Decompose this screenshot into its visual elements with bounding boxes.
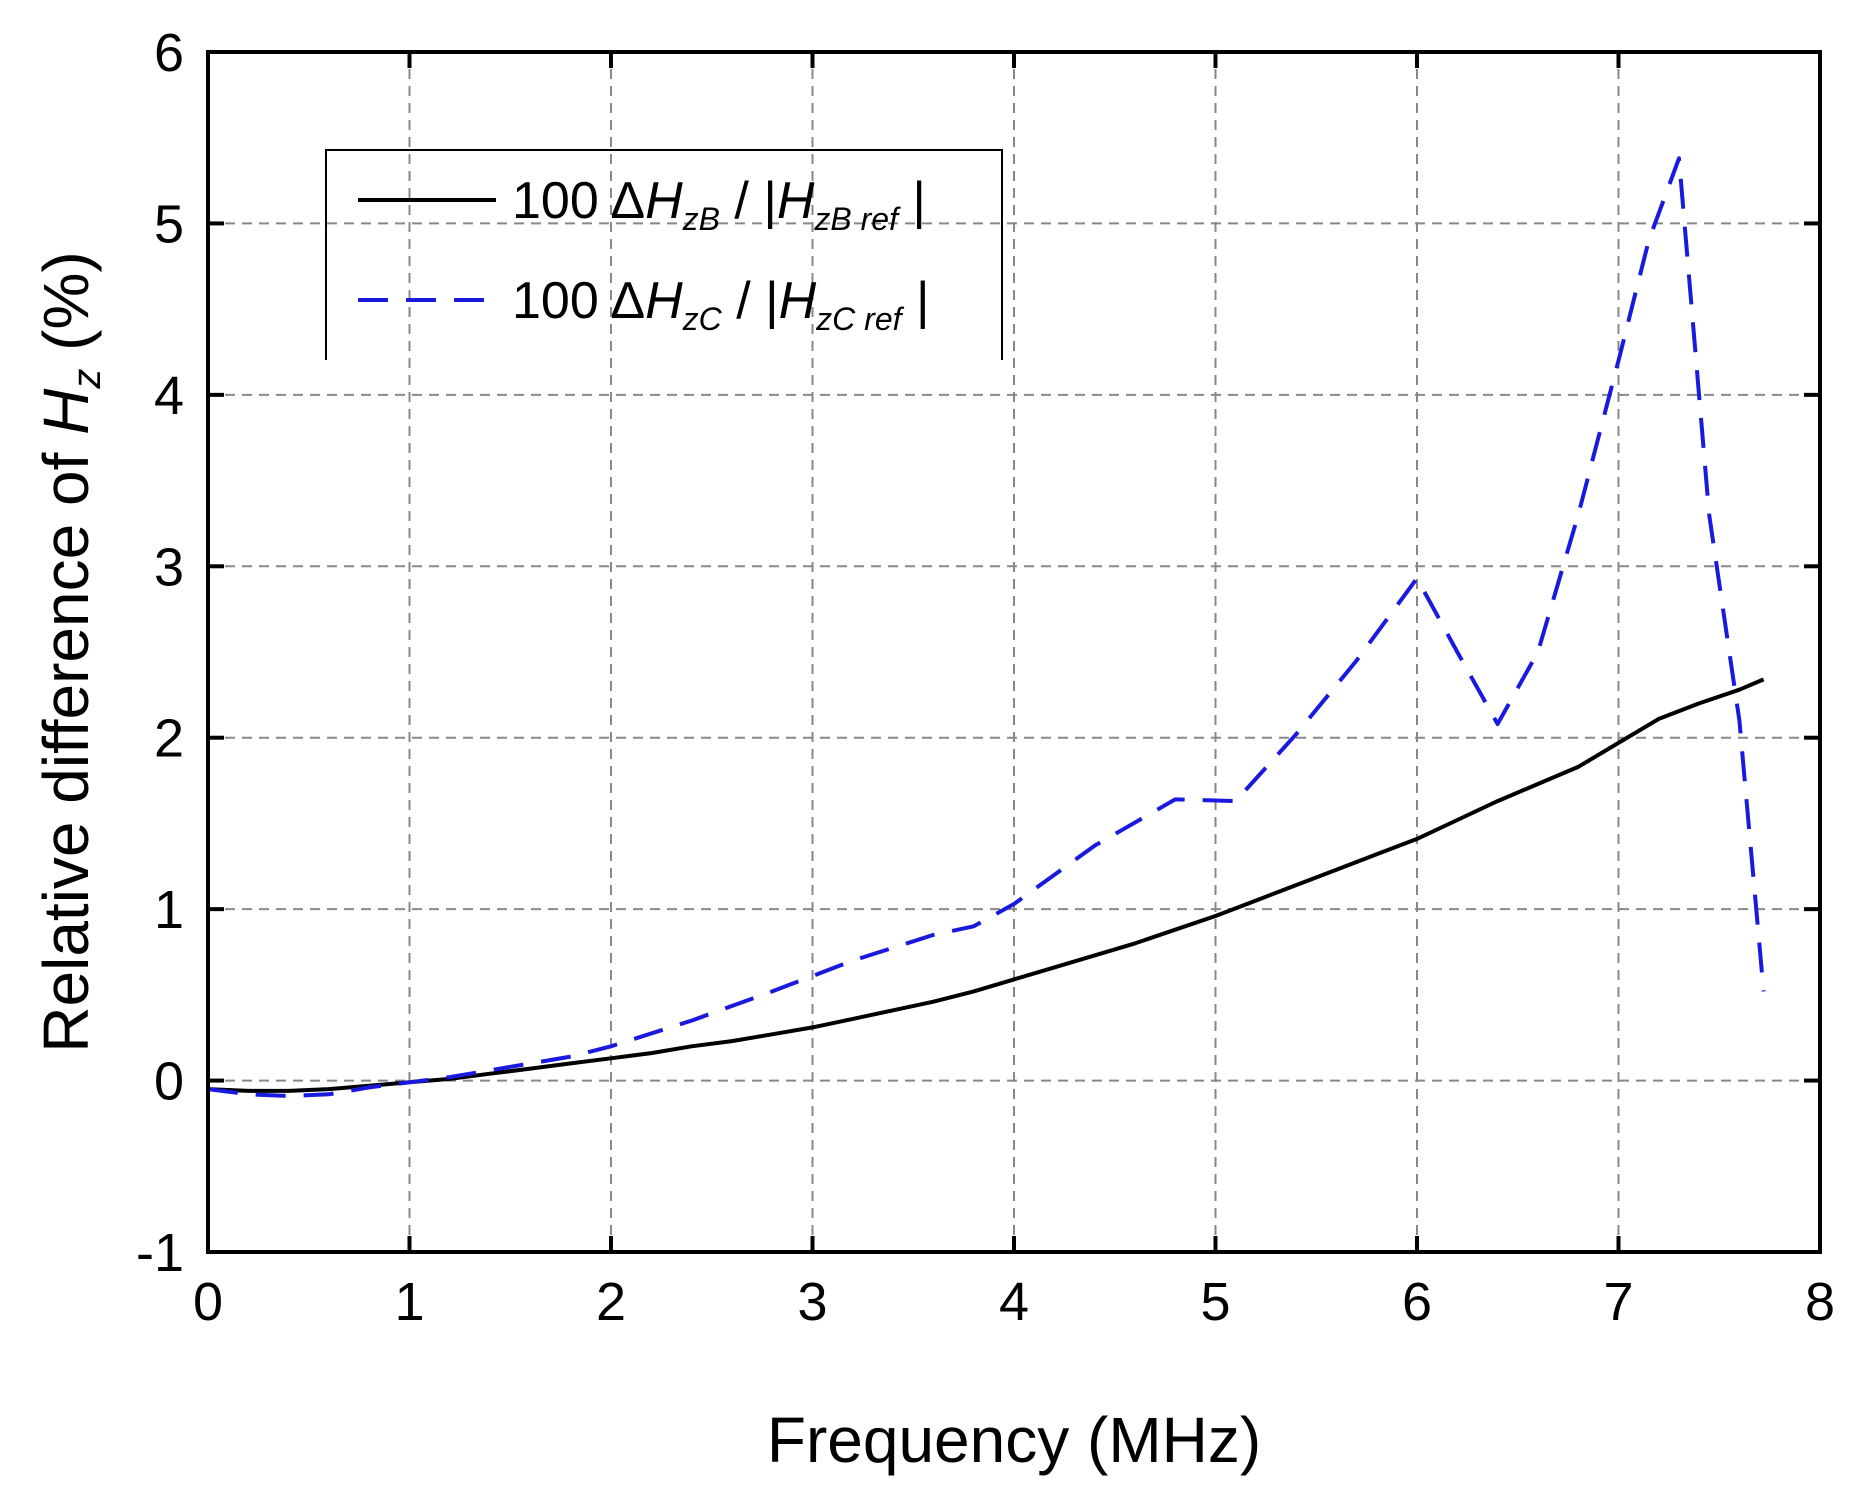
- series-lines: [207, 156, 1766, 1098]
- y-tick-label: 1: [154, 880, 184, 940]
- grid-lines: [208, 52, 1820, 1252]
- y-axis-title: Relative difference of Hz (%): [30, 251, 109, 1052]
- y-tick-label: 3: [154, 537, 184, 597]
- x-axis-title: Frequency (MHz): [767, 1404, 1261, 1476]
- x-tick-label: 6: [1402, 1272, 1432, 1332]
- x-tick-label: 2: [596, 1272, 626, 1332]
- y-axis-title-sub: z: [65, 369, 109, 390]
- y-tick-label: -1: [136, 1223, 184, 1283]
- y-tick-label: 4: [154, 366, 184, 426]
- legend-entry-series-b: 100 ΔHzB / |HzB ref |: [512, 172, 926, 237]
- y-axis-title-prefix: Relative difference of: [30, 435, 102, 1053]
- x-tick-label: 4: [999, 1272, 1029, 1332]
- y-tick-label: 5: [154, 194, 184, 254]
- series-line-b: [207, 677, 1765, 1093]
- legend-entry-series-c: 100 ΔHzC / |HzC ref |: [512, 272, 929, 337]
- y-tick-label: 6: [154, 23, 184, 83]
- y-tick-label: 0: [154, 1052, 184, 1112]
- y-axis-title-suffix: (%): [30, 251, 102, 368]
- series-line-c: [207, 156, 1766, 1098]
- x-tick-label: 1: [394, 1272, 424, 1332]
- x-tick-label: 0: [193, 1272, 223, 1332]
- x-tick-label: 7: [1603, 1272, 1633, 1332]
- x-tick-label: 8: [1805, 1272, 1835, 1332]
- x-tick-label: 5: [1200, 1272, 1230, 1332]
- x-tick-label: 3: [797, 1272, 827, 1332]
- y-tick-label: 2: [154, 709, 184, 769]
- legend: 100 ΔHzB / |HzB ref | 100 ΔHzC / |HzC re…: [325, 149, 1003, 360]
- legend-frame: [325, 149, 1003, 360]
- y-axis-title-var: H: [30, 388, 102, 435]
